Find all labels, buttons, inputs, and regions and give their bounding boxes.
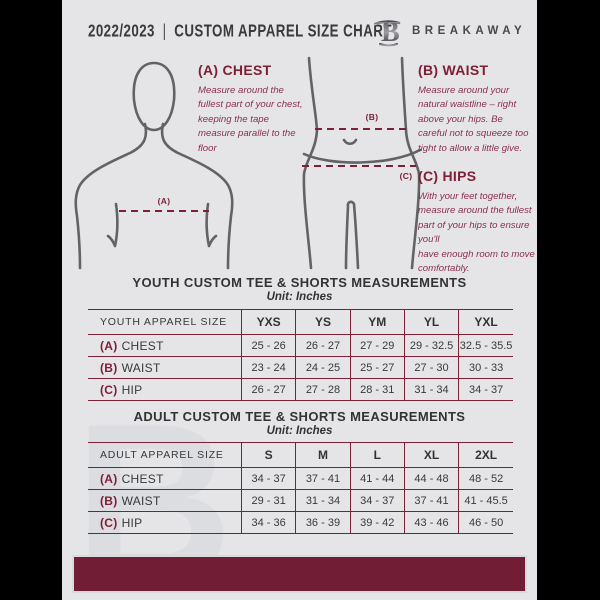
table-cell: 27 - 28 [295,378,351,401]
table-cell: 36 - 39 [295,511,351,534]
table-cell: 41 - 45.5 [458,489,513,512]
adult-table-title: ADULT CUSTOM TEE & SHORTS MEASUREMENTS [133,409,466,424]
adult-table-header-row: ADULT APPAREL SIZE S M L XL 2XL [88,442,513,468]
hips-measure-dashed-line [302,165,416,167]
hips-guide-heading: (C) HIPS [418,168,477,184]
youth-size-table: YOUTH APPAREL SIZE YXS YS YM YL YXL (A) C… [88,309,513,401]
breakaway-b-logo-icon: B [373,13,406,54]
adult-size-label: ADULT APPAREL SIZE [88,442,242,468]
youth-hip-row: (C) HIP 26 - 27 27 - 28 28 - 31 31 - 34 3… [88,378,513,401]
chest-measure-dashed-line [119,210,209,212]
table-cell: 37 - 41 [295,467,351,490]
youth-size-ym: YM [349,309,405,335]
footer-accent-bar [72,555,527,593]
adult-waist-row: (B) WAIST 29 - 31 31 - 34 34 - 37 37 - 41… [88,489,513,512]
row-prefix: (B) [100,493,118,508]
adult-chest-row: (A) CHEST 34 - 37 37 - 41 41 - 44 44 - 48… [88,467,513,490]
header-divider: | [162,22,167,42]
hips-marker-label: (C) [399,171,413,181]
table-cell: 24 - 25 [295,356,351,379]
adult-hip-row-label: (C) HIP [88,511,242,534]
table-cell: 25 - 26 [240,334,297,357]
adult-table-unit: Unit: Inches [266,425,333,437]
row-label: CHEST [121,471,164,486]
youth-size-yxs: YXS [240,309,297,335]
table-cell: 29 - 31 [240,489,297,512]
row-label: HIP [121,515,143,530]
youth-table-title: YOUTH CUSTOM TEE & SHORTS MEASUREMENTS [132,275,467,290]
table-cell: 43 - 46 [403,511,460,534]
logo-letter: B [381,17,400,48]
row-label: WAIST [121,360,161,375]
waist-guide-heading: (B) WAIST [418,62,489,78]
page-header-title: 2022/2023 | CUSTOM APPAREL SIZE CHART [88,22,392,42]
table-cell: 27 - 29 [349,334,405,357]
chest-guide-heading: (A) CHEST [198,62,272,78]
adult-size-2xl: 2XL [458,442,513,468]
youth-table-unit: Unit: Inches [266,291,333,303]
youth-chest-row: (A) CHEST 25 - 26 26 - 27 27 - 29 29 - 32… [88,334,513,357]
youth-size-yl: YL [403,309,460,335]
chest-marker-label: (A) [157,196,171,206]
waist-measure-dashed-line [315,128,408,130]
adult-size-l: L [349,442,405,468]
row-label: WAIST [121,493,161,508]
table-cell: 23 - 24 [240,356,297,379]
adult-hip-row: (C) HIP 34 - 36 36 - 39 39 - 42 43 - 46 4… [88,511,513,534]
size-chart-page: 2022/2023 | CUSTOM APPAREL SIZE CHART B BR… [62,0,537,600]
waist-guide-description: Measure around your natural waistline – … [418,85,529,154]
torso-figure-illustration [74,61,234,270]
chest-guide-description: Measure around the fullest part of your … [198,85,303,154]
table-cell: 37 - 41 [403,489,460,512]
table-cell: 48 - 52 [458,467,513,490]
adult-waist-row-label: (B) WAIST [88,489,242,512]
table-cell: 26 - 27 [240,378,297,401]
row-prefix: (B) [100,360,118,375]
row-prefix: (A) [100,471,118,486]
table-cell: 30 - 33 [458,356,513,379]
table-cell: 34 - 37 [458,378,513,401]
youth-size-ys: YS [295,309,351,335]
table-cell: 28 - 31 [349,378,405,401]
hips-guide-description: With your feet together, measure around … [418,191,535,274]
brand-name: BREAKAWAY [412,25,527,37]
table-cell: 34 - 37 [240,467,297,490]
row-prefix: (C) [100,382,118,397]
youth-waist-row-label: (B) WAIST [88,356,242,379]
table-cell: 44 - 48 [403,467,460,490]
table-cell: 39 - 42 [349,511,405,534]
table-cell: 25 - 27 [349,356,405,379]
row-prefix: (A) [100,338,118,353]
adult-size-table: ADULT APPAREL SIZE S M L XL 2XL (A) CHEST… [88,442,513,534]
youth-chest-row-label: (A) CHEST [88,334,242,357]
table-cell: 31 - 34 [295,489,351,512]
youth-waist-row: (B) WAIST 23 - 24 24 - 25 25 - 27 27 - 30… [88,356,513,379]
youth-size-yxl: YXL [458,309,513,335]
adult-size-s: S [240,442,297,468]
page-title: CUSTOM APPAREL SIZE CHART [174,22,392,42]
lower-body-figure-illustration [302,56,422,270]
adult-chest-row-label: (A) CHEST [88,467,242,490]
youth-size-label: YOUTH APPAREL SIZE [88,309,242,335]
table-cell: 32.5 - 35.5 [458,334,513,357]
table-cell: 26 - 27 [295,334,351,357]
season-label: 2022/2023 [88,22,155,42]
table-cell: 34 - 36 [240,511,297,534]
row-label: HIP [121,382,143,397]
table-cell: 29 - 32.5 [403,334,460,357]
table-cell: 41 - 44 [349,467,405,490]
row-prefix: (C) [100,515,118,530]
table-cell: 46 - 50 [458,511,513,534]
table-cell: 34 - 37 [349,489,405,512]
adult-size-m: M [295,442,351,468]
waist-marker-label: (B) [365,112,379,122]
youth-hip-row-label: (C) HIP [88,378,242,401]
row-label: CHEST [121,338,164,353]
adult-size-xl: XL [403,442,460,468]
table-cell: 27 - 30 [403,356,460,379]
youth-table-header-row: YOUTH APPAREL SIZE YXS YS YM YL YXL [88,309,513,335]
table-cell: 31 - 34 [403,378,460,401]
